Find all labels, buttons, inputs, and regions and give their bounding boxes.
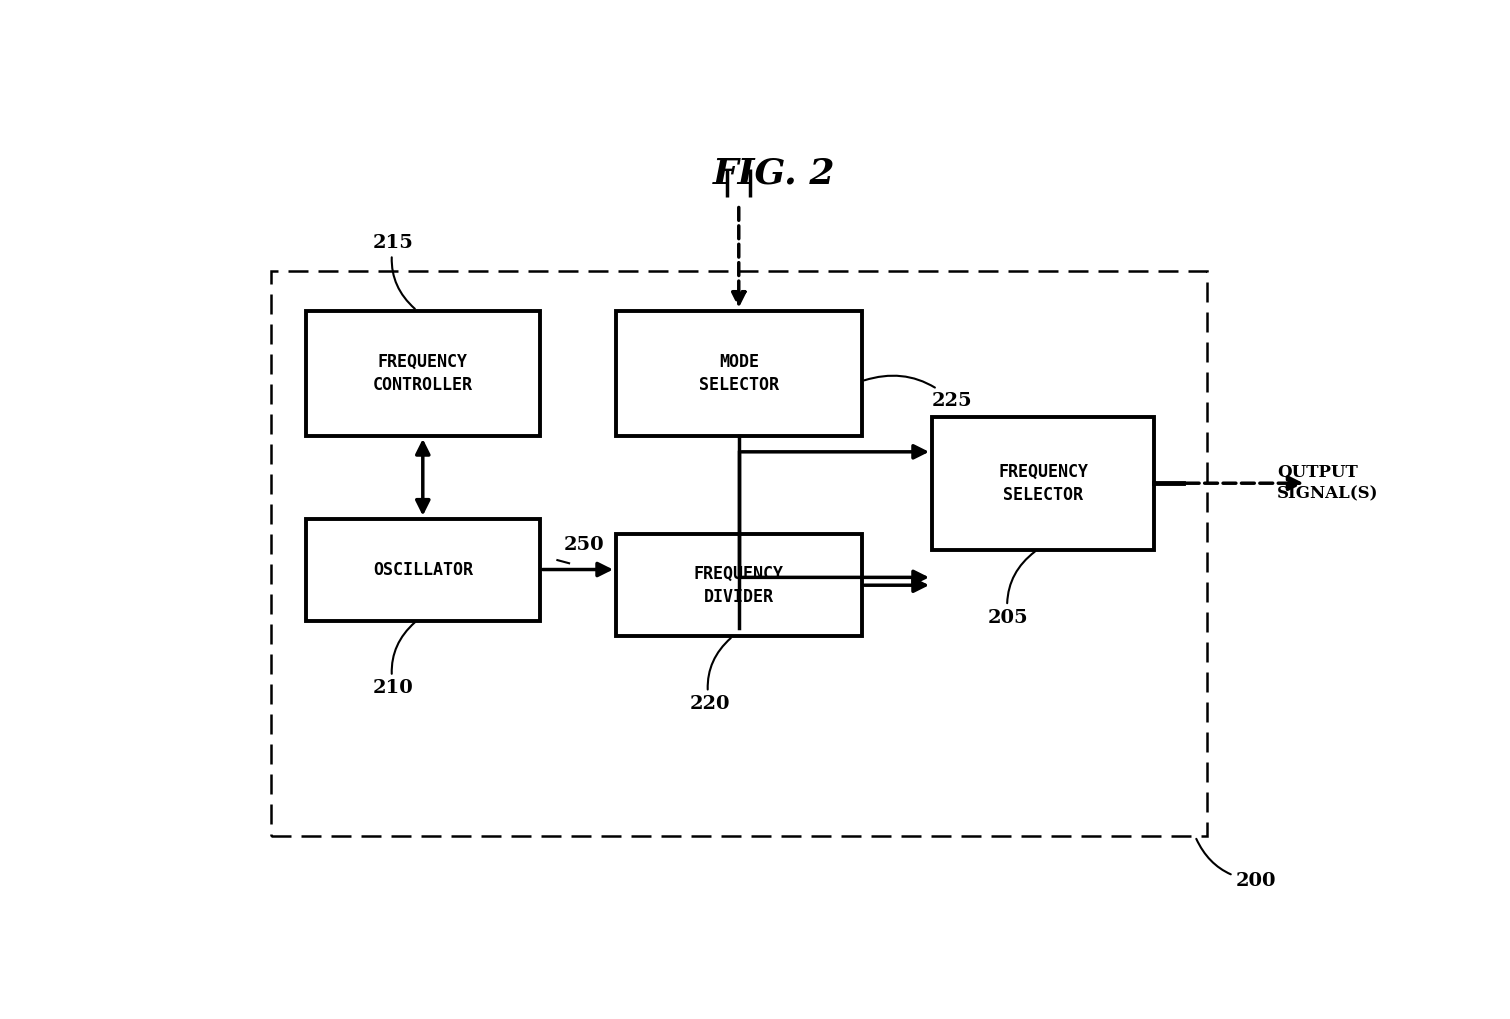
Text: FREQUENCY
CONTROLLER: FREQUENCY CONTROLLER bbox=[373, 353, 473, 394]
Text: OUTPUT
SIGNAL(S): OUTPUT SIGNAL(S) bbox=[1277, 465, 1379, 502]
FancyBboxPatch shape bbox=[932, 417, 1154, 550]
Text: 225: 225 bbox=[864, 376, 972, 410]
FancyBboxPatch shape bbox=[616, 534, 862, 636]
Text: FREQUENCY
SELECTOR: FREQUENCY SELECTOR bbox=[998, 463, 1089, 504]
Text: 205: 205 bbox=[988, 551, 1034, 627]
Text: MODE
SELECTOR: MODE SELECTOR bbox=[699, 353, 779, 394]
Text: 250: 250 bbox=[563, 536, 604, 554]
Bar bbox=[270, 271, 1206, 837]
Text: 220: 220 bbox=[689, 638, 731, 713]
Text: FIG. 2: FIG. 2 bbox=[713, 156, 835, 191]
Text: FREQUENCY
DIVIDER: FREQUENCY DIVIDER bbox=[693, 565, 784, 606]
FancyBboxPatch shape bbox=[305, 519, 541, 621]
Text: OSCILLATOR: OSCILLATOR bbox=[373, 560, 473, 579]
FancyBboxPatch shape bbox=[616, 311, 862, 436]
Text: 200: 200 bbox=[1196, 839, 1276, 890]
Text: 210: 210 bbox=[373, 623, 415, 697]
Text: 215: 215 bbox=[373, 233, 415, 309]
FancyBboxPatch shape bbox=[305, 311, 541, 436]
